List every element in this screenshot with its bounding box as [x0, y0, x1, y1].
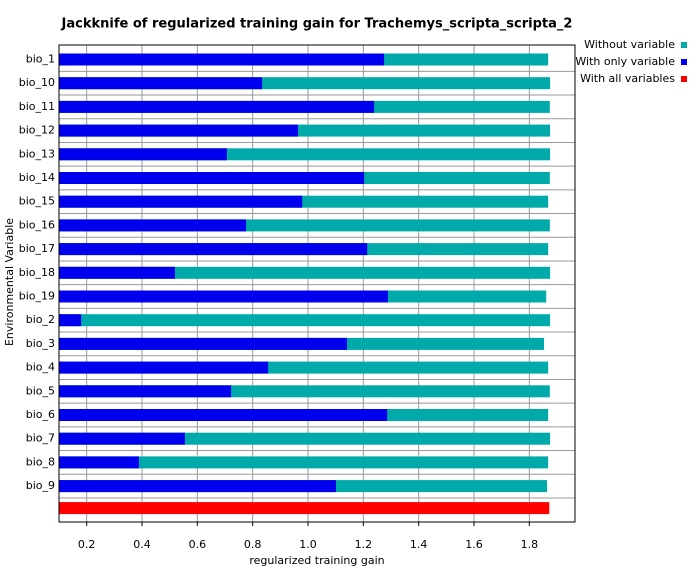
bar — [59, 337, 348, 350]
bar — [59, 480, 336, 493]
x-tick-label: 1.4 — [410, 538, 428, 551]
bar — [59, 100, 375, 113]
x-axis-label: regularized training gain — [249, 554, 384, 567]
y-tick-label: bio_17 — [19, 242, 55, 255]
bar — [59, 314, 82, 327]
bar — [59, 124, 299, 137]
bar — [59, 385, 232, 398]
bar — [59, 456, 139, 469]
y-tick-label: bio_6 — [26, 408, 55, 421]
bar — [59, 361, 269, 374]
bar — [59, 502, 550, 515]
bar — [59, 243, 368, 256]
x-tick-label: 1.8 — [521, 538, 539, 551]
bar — [59, 77, 263, 90]
y-tick-label: bio_5 — [26, 384, 55, 397]
bar — [59, 148, 227, 161]
bar — [59, 290, 388, 303]
y-tick-label: bio_4 — [26, 361, 55, 374]
x-tick-label: 1.6 — [465, 538, 483, 551]
bar — [59, 219, 247, 232]
y-tick-label: bio_1 — [26, 53, 55, 66]
legend-swatch — [681, 59, 687, 65]
y-tick-label: bio_11 — [19, 100, 55, 113]
bar — [59, 266, 551, 279]
x-tick-label: 0.8 — [244, 538, 262, 551]
bar — [59, 53, 385, 66]
bar — [59, 456, 549, 469]
legend-swatch — [681, 42, 687, 48]
y-tick-label: bio_18 — [19, 266, 55, 279]
y-tick-label: bio_19 — [19, 290, 55, 303]
bar — [59, 195, 303, 208]
bar — [59, 266, 175, 279]
x-tick-label: 0.2 — [78, 538, 96, 551]
y-tick-label: bio_10 — [19, 76, 55, 89]
legend-label: Without variable — [584, 38, 675, 51]
bar — [59, 432, 185, 445]
y-tick-label: bio_7 — [26, 432, 55, 445]
y-tick-label: bio_15 — [19, 195, 55, 208]
x-tick-label: 0.6 — [189, 538, 207, 551]
x-tick-label: 0.4 — [133, 538, 151, 551]
y-tick-label: bio_14 — [19, 171, 55, 184]
y-tick-label: bio_12 — [19, 124, 55, 137]
y-axis-label: Environmental Variable — [3, 218, 16, 346]
y-tick-label: bio_16 — [19, 218, 55, 231]
x-tick-label: 1.0 — [299, 538, 317, 551]
legend-swatch — [681, 76, 687, 82]
y-tick-label: bio_2 — [26, 313, 55, 326]
bar — [59, 409, 388, 421]
chart-title: Jackknife of regularized training gain f… — [61, 17, 573, 32]
y-tick-label: bio_8 — [26, 455, 55, 468]
bar — [59, 314, 551, 327]
plot-border — [58, 44, 576, 523]
y-tick-label: bio_3 — [26, 337, 55, 350]
legend-label: With all variables — [580, 72, 675, 85]
legend-label: With only variable — [575, 55, 675, 68]
x-tick-label: 1.2 — [355, 538, 373, 551]
bar — [59, 172, 365, 184]
y-tick-label: bio_13 — [19, 147, 55, 160]
y-tick-label: bio_9 — [26, 479, 55, 492]
